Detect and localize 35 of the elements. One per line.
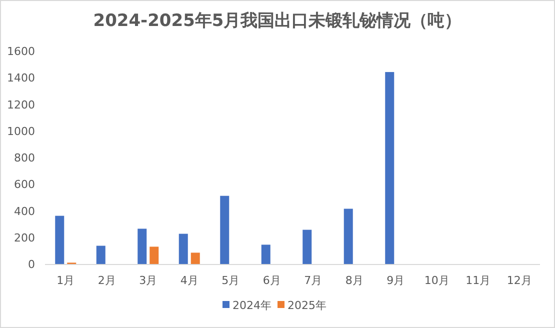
x-tick-label: 5月	[222, 274, 240, 287]
y-tick-label: 1000	[7, 124, 35, 138]
y-tick-label: 1200	[7, 98, 35, 112]
x-tick-label: 3月	[139, 274, 158, 287]
legend-label: 2024年	[232, 299, 272, 312]
bar	[220, 196, 230, 264]
y-tick-label: 400	[14, 204, 35, 218]
bar	[96, 246, 106, 264]
bar	[261, 244, 270, 264]
x-tick-label: 8月	[345, 274, 364, 287]
x-tick-label: 2月	[98, 274, 116, 287]
bar	[150, 246, 159, 264]
x-tick-label: 7月	[304, 274, 322, 287]
x-tick-label: 9月	[386, 274, 405, 287]
bar	[178, 234, 188, 264]
bar	[138, 228, 147, 264]
bar	[385, 72, 394, 264]
y-tick-label: 600	[14, 178, 35, 192]
bar	[344, 208, 353, 264]
x-tick-label: 10月	[424, 274, 450, 287]
y-tick-label: 200	[14, 231, 35, 244]
bar	[55, 216, 64, 264]
x-tick-label: 1月	[56, 274, 75, 287]
bar	[190, 252, 200, 264]
y-tick-label: 0	[28, 258, 35, 271]
x-tick-label: 12月	[506, 274, 532, 287]
y-tick-label: 800	[14, 152, 35, 164]
x-tick-label: 4月	[180, 274, 198, 287]
legend-label: 2025年	[288, 299, 326, 312]
x-tick-label: 6月	[262, 274, 281, 287]
x-tick-label: 11月	[466, 274, 491, 287]
y-tick-label: 1400	[7, 72, 35, 85]
bar	[302, 230, 312, 264]
chart-title: 2024-2025年5月我国出口未锻轧铋情况（吨）	[93, 11, 462, 31]
y-tick-label: 1600	[7, 45, 35, 58]
